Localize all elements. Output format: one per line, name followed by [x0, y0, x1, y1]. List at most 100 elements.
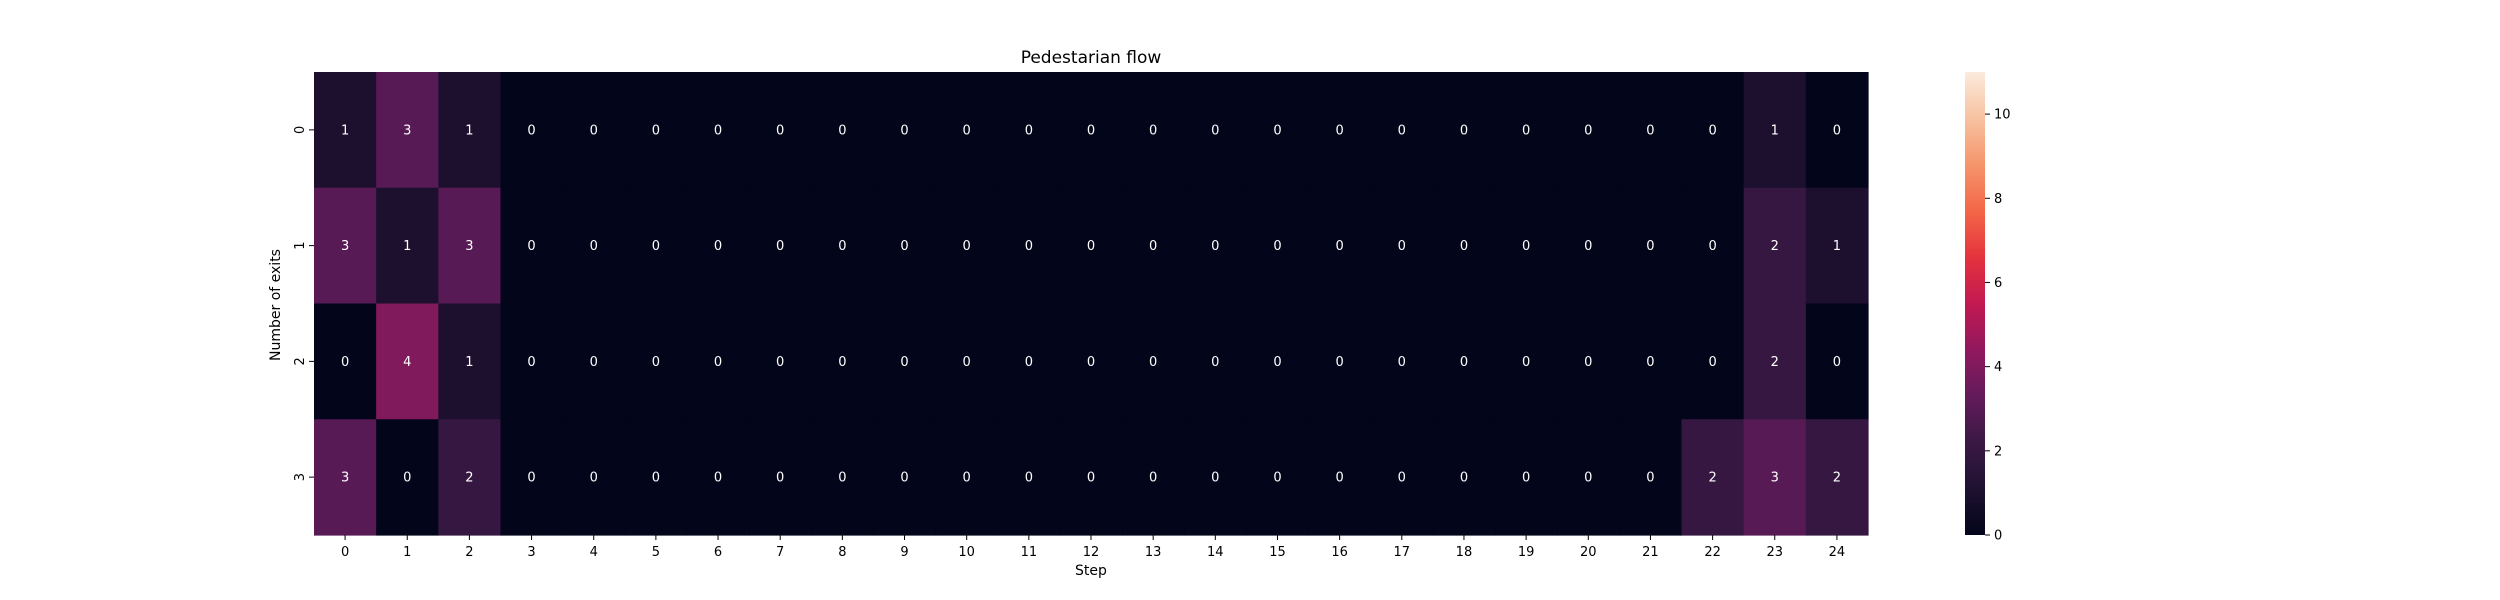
cell-value-label: 0 [1398, 239, 1406, 254]
cell-value-label: 0 [1087, 123, 1095, 138]
heatmap-cell [438, 187, 502, 305]
cell-value-label: 0 [1460, 239, 1468, 254]
x-tick-label: 9 [900, 545, 908, 560]
x-tick-label: 22 [1704, 545, 1721, 560]
cell-value-label: 0 [1460, 471, 1468, 486]
heatmap-cell [686, 303, 750, 420]
heatmap-cell [376, 303, 439, 420]
cell-value-label: 0 [590, 355, 598, 370]
cell-value-label: 0 [1087, 239, 1095, 254]
cell-value-label: 3 [1771, 471, 1779, 486]
heatmap-cell [1308, 72, 1372, 189]
heatmap-cell [1432, 303, 1496, 420]
cell-value-label: 0 [1584, 355, 1592, 370]
heatmap-cell [562, 187, 626, 305]
colorbar [1965, 72, 1985, 535]
heatmap-cell [1681, 419, 1745, 536]
x-tick-label: 12 [1083, 545, 1100, 560]
heatmap-cell [1743, 187, 1807, 305]
cell-value-label: 0 [1087, 355, 1095, 370]
cell-value-label: 0 [1460, 355, 1468, 370]
cell-value-label: 0 [776, 239, 784, 254]
x-tick-label: 7 [776, 545, 784, 560]
heatmap-cell [1805, 303, 1869, 420]
heatmap-cell [1495, 187, 1558, 305]
cell-value-label: 0 [527, 239, 535, 254]
cell-value-label: 0 [1833, 355, 1841, 370]
heatmap-cell [935, 187, 999, 305]
x-tick-label: 15 [1269, 545, 1286, 560]
heatmap-cell [376, 72, 439, 189]
heatmap-cell [1619, 72, 1683, 189]
cell-value-label: 0 [1335, 471, 1343, 486]
cell-value-label: 0 [527, 471, 535, 486]
cell-value-label: 0 [714, 123, 722, 138]
heatmap-cell [1495, 303, 1558, 420]
cell-value-label: 2 [1833, 471, 1841, 486]
y-axis-ticks: 0 1 2 3 [293, 126, 314, 481]
x-tick-label: 19 [1518, 545, 1535, 560]
heatmap-cell [1308, 187, 1372, 305]
heatmap-cell [438, 72, 502, 189]
cell-value-label: 0 [590, 123, 598, 138]
cell-value-label: 0 [963, 471, 971, 486]
cell-value-label: 3 [465, 239, 473, 254]
heatmap-cell [749, 419, 812, 536]
cell-value-label: 0 [1335, 239, 1343, 254]
heatmap-cell [1059, 419, 1123, 536]
x-tick-label: 5 [652, 545, 660, 560]
x-tick-label: 11 [1021, 545, 1038, 560]
cell-value-label: 0 [590, 471, 598, 486]
cell-value-label: 0 [1398, 355, 1406, 370]
y-tick-label: 3 [293, 473, 308, 481]
cell-value-label: 0 [1833, 123, 1841, 138]
x-tick-label: 21 [1642, 545, 1659, 560]
cell-value-label: 0 [838, 239, 846, 254]
heatmap-cell [500, 72, 564, 189]
cell-value-label: 0 [963, 239, 971, 254]
cell-value-label: 0 [714, 239, 722, 254]
heatmap-cell [1184, 303, 1247, 420]
cell-value-label: 0 [1584, 471, 1592, 486]
heatmap-cell [997, 303, 1061, 420]
chart-title: Pedestarian flow [1021, 48, 1162, 68]
heatmap-cell [562, 303, 626, 420]
heatmap-cell [314, 72, 377, 189]
cell-value-label: 0 [527, 355, 535, 370]
cell-value-label: 0 [652, 123, 660, 138]
cell-value-label: 0 [1584, 239, 1592, 254]
cell-value-label: 2 [1708, 471, 1716, 486]
heatmap-cell [1059, 303, 1123, 420]
cell-value-label: 0 [1522, 239, 1530, 254]
heatmap-cell [1743, 303, 1807, 420]
heatmap-cell [624, 419, 688, 536]
cell-value-label: 1 [403, 239, 411, 254]
cell-value-label: 0 [403, 471, 411, 486]
heatmap-cell [749, 303, 812, 420]
cell-value-label: 0 [1025, 471, 1033, 486]
cell-value-label: 1 [1771, 123, 1779, 138]
cell-value-label: 0 [1211, 123, 1219, 138]
cell-value-label: 1 [341, 123, 349, 138]
heatmap-cell [1059, 72, 1123, 189]
cell-value-label: 0 [652, 471, 660, 486]
x-tick-label: 17 [1394, 545, 1411, 560]
heatmap-cell [438, 303, 502, 420]
heatmap-cell [1246, 187, 1310, 305]
y-axis-label: Number of exits [268, 249, 284, 361]
heatmap-cell [1370, 72, 1434, 189]
cell-value-label: 0 [1025, 239, 1033, 254]
heatmap-cell [1495, 419, 1558, 536]
heatmap-cell [1681, 187, 1745, 305]
x-tick-label: 4 [590, 545, 598, 560]
cell-value-label: 0 [900, 239, 908, 254]
colorbar-tick-label: 4 [1994, 360, 2002, 375]
heatmap-cell [749, 72, 812, 189]
heatmap-cell [935, 419, 999, 536]
cell-value-label: 0 [1708, 355, 1716, 370]
heatmap-cell [1557, 187, 1620, 305]
cell-value-label: 3 [341, 239, 349, 254]
colorbar-tick-label: 10 [1994, 108, 2011, 123]
cell-value-label: 0 [652, 355, 660, 370]
heatmap-cell [314, 187, 377, 305]
